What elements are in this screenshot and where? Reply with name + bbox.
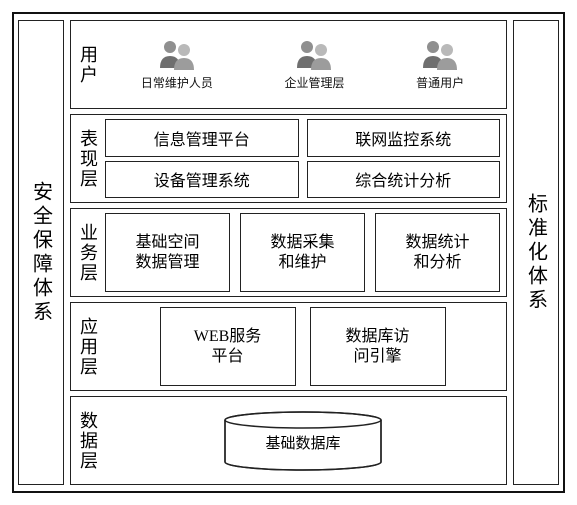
biz-box-2: 数据统计和分析: [375, 213, 500, 292]
app-box-0: WEB服务平台: [160, 307, 296, 386]
layer-business-label: 业务层: [71, 209, 105, 296]
biz-box-0: 基础空间数据管理: [105, 213, 230, 292]
users-wrap: 日常维护人员 企业管理层: [105, 38, 500, 91]
left-pillar: 安全保障体系: [18, 20, 64, 485]
layer-presentation-label: 表现层: [71, 115, 105, 202]
layer-presentation-body: 信息管理平台 联网监控系统 设备管理系统 综合统计分析: [105, 115, 506, 202]
application-row: WEB服务平台 数据库访问引擎: [105, 307, 500, 386]
user-item-0: 日常维护人员: [141, 38, 213, 91]
right-pillar: 标准化体系: [513, 20, 559, 485]
cylinder-wrap: 基础数据库: [105, 401, 500, 480]
biz-box-1: 数据采集和维护: [240, 213, 365, 292]
layer-business: 业务层 基础空间数据管理 数据采集和维护 数据统计和分析: [70, 208, 507, 297]
layer-data: 数据层 基础数据库: [70, 396, 507, 485]
right-pillar-label: 标准化体系: [522, 193, 551, 313]
layer-application-label-text: 应用层: [75, 317, 101, 377]
layer-business-label-text: 业务层: [75, 223, 101, 283]
layer-application-body: WEB服务平台 数据库访问引擎: [105, 303, 506, 390]
layer-data-label-text: 数据层: [75, 411, 101, 471]
pres-cell-0-1: 联网监控系统: [307, 119, 501, 157]
layer-data-label: 数据层: [71, 397, 105, 484]
layer-user-body: 日常维护人员 企业管理层: [105, 21, 506, 108]
layer-data-body: 基础数据库: [105, 397, 506, 484]
people-icon: [294, 38, 334, 72]
layer-application-label: 应用层: [71, 303, 105, 390]
layer-business-body: 基础空间数据管理 数据采集和维护 数据统计和分析: [105, 209, 506, 296]
pres-cell-1-0: 设备管理系统: [105, 161, 299, 199]
center-layers: 用户 日常维护人员: [70, 20, 507, 485]
layer-application: 应用层 WEB服务平台 数据库访问引擎: [70, 302, 507, 391]
pres-cell-0-0: 信息管理平台: [105, 119, 299, 157]
people-icon: [420, 38, 460, 72]
people-icon: [157, 38, 197, 72]
app-box-1: 数据库访问引擎: [310, 307, 446, 386]
layer-presentation: 表现层 信息管理平台 联网监控系统 设备管理系统 综合统计分析: [70, 114, 507, 203]
user-caption-0: 日常维护人员: [141, 74, 213, 91]
layer-user-label: 用户: [71, 21, 105, 108]
business-row: 基础空间数据管理 数据采集和维护 数据统计和分析: [105, 213, 500, 292]
architecture-diagram: 安全保障体系 用户: [12, 12, 565, 493]
pres-cell-1-1: 综合统计分析: [307, 161, 501, 199]
left-pillar-label: 安全保障体系: [27, 181, 56, 325]
user-item-1: 企业管理层: [284, 38, 344, 91]
database-cylinder-icon: 基础数据库: [218, 410, 388, 472]
layer-presentation-label-text: 表现层: [75, 129, 101, 189]
user-caption-1: 企业管理层: [284, 74, 344, 91]
user-item-2: 普通用户: [416, 38, 464, 91]
presentation-grid: 信息管理平台 联网监控系统 设备管理系统 综合统计分析: [105, 119, 500, 198]
layer-user: 用户 日常维护人员: [70, 20, 507, 109]
user-caption-2: 普通用户: [416, 74, 464, 91]
layer-user-label-text: 用户: [75, 45, 101, 85]
cylinder-label: 基础数据库: [265, 435, 340, 452]
